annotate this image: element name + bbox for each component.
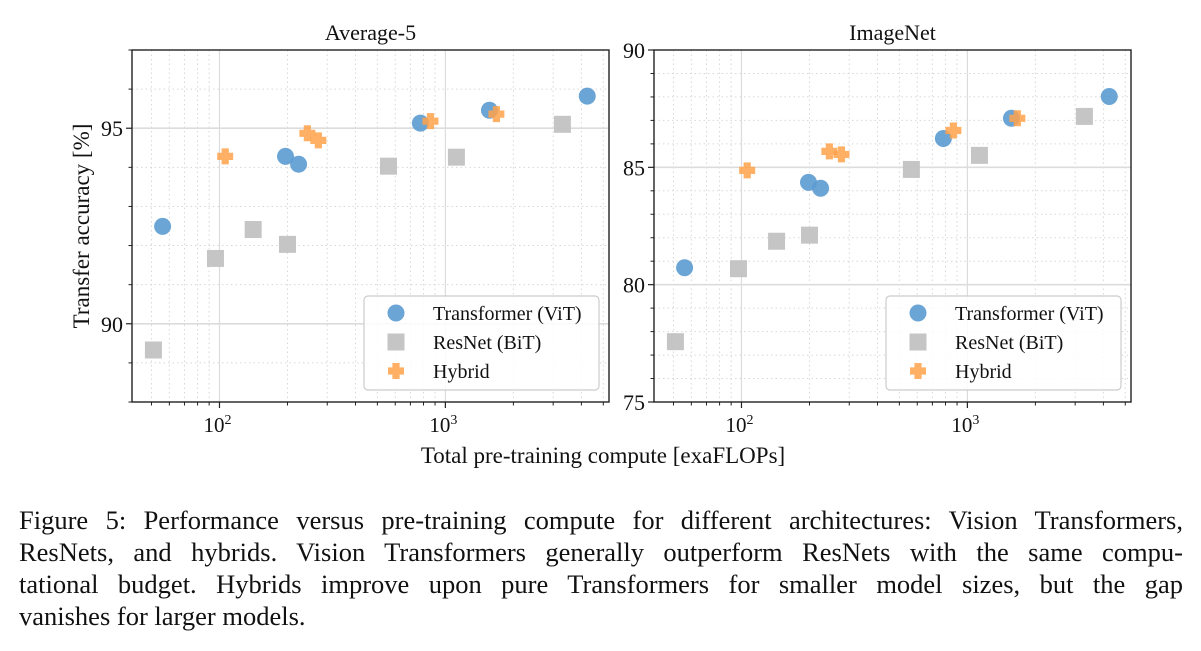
panel-imagenet: 102 103 75 80 85 90 ImageNet Transformer (ViT) R… xyxy=(623,20,1132,437)
figure: 102 103 90 95 Average-5 Transfer accuracy [%]… xyxy=(69,20,1132,468)
y-tick-label: 90 xyxy=(101,312,123,337)
caption-line: ResNets, and hybrids. Vision Transformer… xyxy=(19,537,1183,567)
x-tick-label: 103 xyxy=(951,413,979,437)
panel-average-5: 102 103 90 95 Average-5 Transfer accuracy [%]… xyxy=(69,20,610,437)
legend-label: Hybrid xyxy=(955,361,1012,383)
caption-line: Figure 5: Performance versus pre-trainin… xyxy=(19,505,1183,535)
data-point-square xyxy=(902,160,920,178)
data-point-plus xyxy=(299,125,316,142)
data-point-circle xyxy=(290,155,308,173)
x-tick-label: 103 xyxy=(429,413,457,437)
x-tick-label: 102 xyxy=(203,413,231,437)
data-point-square xyxy=(447,148,465,166)
legend-box xyxy=(885,295,1122,391)
data-point-square xyxy=(144,341,162,359)
legend-marker-square xyxy=(387,333,405,351)
legend-label: ResNet (BiT) xyxy=(433,332,541,354)
data-point-square xyxy=(379,157,397,175)
data-point-circle xyxy=(154,217,172,235)
data-point-plus xyxy=(833,146,850,163)
series-transformer-vit xyxy=(154,87,596,235)
chart-title: Average-5 xyxy=(325,20,416,45)
data-point-plus xyxy=(488,106,505,123)
data-point-square xyxy=(800,226,818,244)
data-point-square xyxy=(1075,107,1093,125)
data-point-circle xyxy=(812,179,830,197)
data-point-plus xyxy=(422,113,439,130)
data-point-circle xyxy=(1100,87,1118,105)
y-tick-label: 85 xyxy=(623,155,645,180)
legend-marker-plus xyxy=(388,363,404,379)
legend-marker-plus xyxy=(910,363,926,379)
y-tick-label: 95 xyxy=(101,116,123,141)
x-axis-label: Total pre-training compute [exaFLOPs] xyxy=(421,443,785,468)
y-tick-label: 90 xyxy=(623,38,645,63)
legend-label: ResNet (BiT) xyxy=(955,332,1063,354)
series-resnet-bit xyxy=(666,107,1093,351)
series-resnet-bit xyxy=(144,115,571,359)
x-tick-label: 102 xyxy=(725,413,753,437)
data-point-circle xyxy=(578,87,596,105)
series-hybrid xyxy=(217,106,505,165)
legend-box xyxy=(363,295,600,391)
legend-label: Hybrid xyxy=(433,361,490,383)
series-hybrid xyxy=(739,110,1026,179)
data-point-plus xyxy=(1009,110,1026,127)
data-point-square xyxy=(970,146,988,164)
y-tick-label: 75 xyxy=(623,390,645,415)
series-transformer-vit xyxy=(676,87,1118,277)
y-axis-label: Transfer accuracy [%] xyxy=(69,124,94,329)
legend-marker-circle xyxy=(387,304,405,322)
data-point-square xyxy=(666,333,684,351)
figure-caption: Figure 5: Performance versus pre-trainin… xyxy=(19,504,1183,632)
data-point-square xyxy=(768,232,786,250)
data-point-plus xyxy=(821,143,838,160)
x-tick-exponent: 3 xyxy=(972,413,979,428)
legend: Transformer (ViT) ResNet (BiT) Hybrid xyxy=(885,295,1122,391)
legend-label: Transformer (ViT) xyxy=(433,303,582,325)
legend-marker-circle xyxy=(909,304,927,322)
legend-marker-square xyxy=(909,333,927,351)
legend: Transformer (ViT) ResNet (BiT) Hybrid xyxy=(363,295,600,391)
legend-label: Transformer (ViT) xyxy=(955,303,1104,325)
axes-frame xyxy=(653,49,1132,403)
axes-frame xyxy=(131,49,610,403)
x-tick-exponent: 3 xyxy=(450,413,457,428)
caption-line: tational budget. Hybrids improve upon pu… xyxy=(19,569,1183,599)
chart-title: ImageNet xyxy=(849,20,936,45)
data-point-circle xyxy=(934,129,952,147)
data-point-circle xyxy=(676,259,694,277)
data-point-square xyxy=(244,221,262,239)
data-point-square xyxy=(278,235,296,253)
x-tick-exponent: 2 xyxy=(746,413,753,428)
data-point-plus xyxy=(739,162,756,179)
data-point-circle xyxy=(276,147,294,165)
y-tick-label: 80 xyxy=(623,273,645,298)
data-point-plus xyxy=(945,122,962,139)
data-point-plus xyxy=(310,132,327,149)
caption-line: vanishes for larger models. xyxy=(19,601,306,631)
data-point-plus xyxy=(217,148,234,165)
data-point-square xyxy=(553,115,571,133)
x-tick-exponent: 2 xyxy=(224,413,231,428)
data-point-square xyxy=(206,249,224,267)
data-point-square xyxy=(729,260,747,278)
